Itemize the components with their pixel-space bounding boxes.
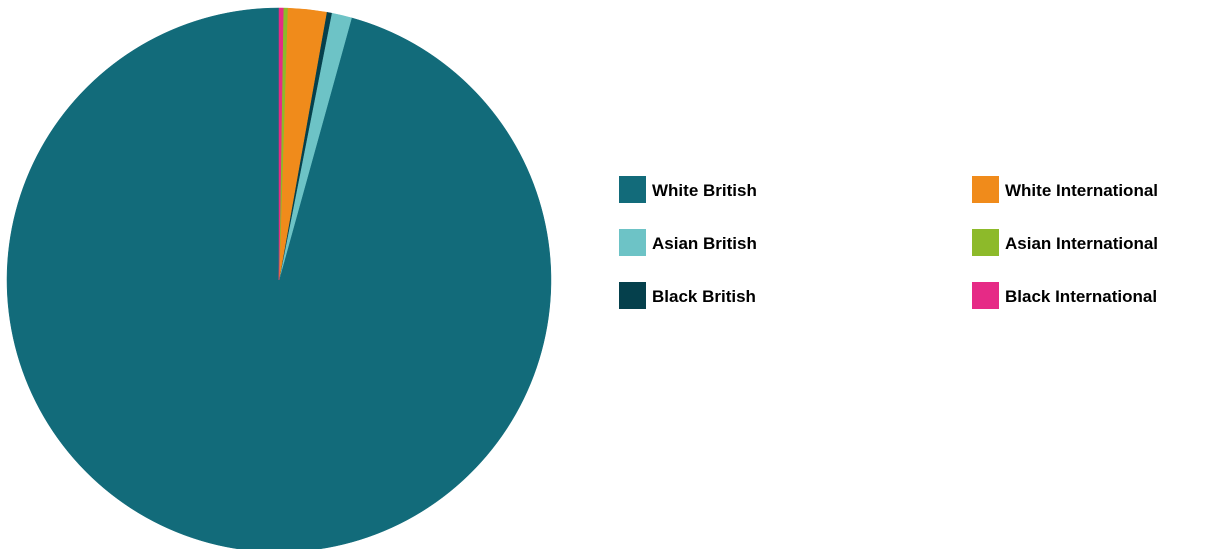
- legend-item-white-international: White International: [972, 176, 1158, 203]
- legend-label-white-british: White British: [652, 181, 757, 200]
- legend-swatch-black-british: [619, 282, 646, 309]
- pie-slice-black-international: [278, 7, 284, 281]
- legend-item-asian-international: Asian International: [972, 229, 1158, 256]
- legend-item-black-british: Black British: [619, 282, 756, 309]
- legend-item-asian-british: Asian British: [619, 229, 757, 256]
- legend-swatch-asian-british: [619, 229, 646, 256]
- legend-item-black-international: Black International: [972, 282, 1157, 309]
- pie-slice-white-british: [6, 7, 552, 549]
- legend-label-black-international: Black International: [1005, 287, 1157, 306]
- legend-swatch-asian-international: [972, 229, 999, 256]
- legend-swatch-white-international: [972, 176, 999, 203]
- pie-slices: [6, 7, 552, 549]
- legend-swatch-black-international: [972, 282, 999, 309]
- legend-label-white-international: White International: [1005, 181, 1158, 200]
- legend-swatch-white-british: [619, 176, 646, 203]
- legend-label-asian-international: Asian International: [1005, 234, 1158, 253]
- legend-label-asian-british: Asian British: [652, 234, 757, 253]
- legend-label-black-british: Black British: [652, 287, 756, 306]
- legend-item-white-british: White British: [619, 176, 757, 203]
- legend: White British Asian British Black British W…: [619, 176, 1158, 309]
